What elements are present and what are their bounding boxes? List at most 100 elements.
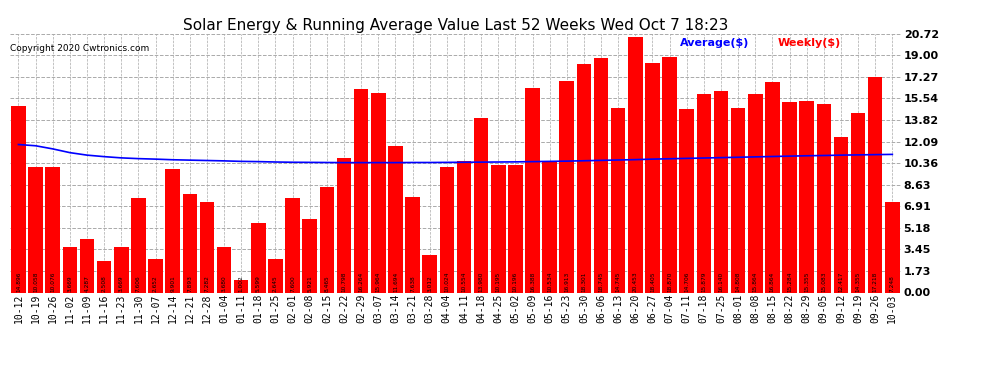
Bar bbox=[885, 202, 900, 292]
Text: 3.012: 3.012 bbox=[428, 275, 433, 292]
Bar bbox=[662, 57, 677, 292]
Text: 14.706: 14.706 bbox=[684, 272, 689, 292]
Text: 14.808: 14.808 bbox=[736, 272, 741, 292]
Text: 7.638: 7.638 bbox=[410, 275, 415, 292]
Bar bbox=[628, 37, 643, 292]
Text: Weekly($): Weekly($) bbox=[778, 38, 841, 48]
Bar bbox=[474, 118, 488, 292]
Bar bbox=[543, 161, 557, 292]
Text: 7.282: 7.282 bbox=[205, 275, 210, 292]
Text: 13.980: 13.980 bbox=[478, 272, 483, 292]
Bar bbox=[268, 260, 283, 292]
Bar bbox=[46, 166, 60, 292]
Bar bbox=[371, 93, 385, 292]
Bar bbox=[748, 94, 762, 292]
Bar bbox=[594, 58, 608, 292]
Text: 12.417: 12.417 bbox=[839, 272, 843, 292]
Text: Copyright 2020 Cwtronics.com: Copyright 2020 Cwtronics.com bbox=[10, 44, 149, 53]
Bar bbox=[148, 260, 162, 292]
Text: 20.453: 20.453 bbox=[633, 271, 638, 292]
Text: 5.921: 5.921 bbox=[307, 275, 312, 292]
Bar bbox=[850, 113, 865, 292]
Text: 10.798: 10.798 bbox=[342, 272, 346, 292]
Text: 16.913: 16.913 bbox=[564, 272, 569, 292]
Text: 14.745: 14.745 bbox=[616, 272, 621, 292]
Text: 2.508: 2.508 bbox=[102, 275, 107, 292]
Text: 9.901: 9.901 bbox=[170, 275, 175, 292]
Bar bbox=[765, 82, 780, 292]
Text: 15.284: 15.284 bbox=[787, 272, 792, 292]
Text: 14.355: 14.355 bbox=[855, 272, 860, 292]
Text: 16.388: 16.388 bbox=[530, 272, 535, 292]
Bar bbox=[182, 194, 197, 292]
Bar bbox=[697, 94, 711, 292]
Bar bbox=[353, 89, 368, 292]
Text: 10.554: 10.554 bbox=[461, 272, 466, 292]
Text: 18.745: 18.745 bbox=[599, 272, 604, 292]
Bar bbox=[97, 261, 112, 292]
Bar bbox=[834, 137, 848, 292]
Text: 7.248: 7.248 bbox=[890, 275, 895, 292]
Text: 10.195: 10.195 bbox=[496, 272, 501, 292]
Bar bbox=[285, 198, 300, 292]
Text: 16.140: 16.140 bbox=[719, 272, 724, 292]
Bar bbox=[11, 106, 26, 292]
Text: 7.600: 7.600 bbox=[290, 275, 295, 292]
Text: Average($): Average($) bbox=[680, 38, 749, 48]
Bar bbox=[337, 158, 351, 292]
Bar bbox=[611, 108, 626, 292]
Text: 8.465: 8.465 bbox=[325, 275, 330, 292]
Bar bbox=[868, 78, 882, 292]
Bar bbox=[388, 147, 403, 292]
Text: 18.405: 18.405 bbox=[650, 272, 655, 292]
Bar bbox=[131, 198, 146, 292]
Bar bbox=[799, 101, 814, 292]
Text: 7.893: 7.893 bbox=[187, 275, 192, 292]
Bar bbox=[576, 64, 591, 292]
Text: 1.002: 1.002 bbox=[239, 275, 244, 292]
Text: 10.058: 10.058 bbox=[33, 272, 38, 292]
Bar bbox=[782, 102, 797, 292]
Text: 5.599: 5.599 bbox=[255, 275, 260, 292]
Text: 10.024: 10.024 bbox=[445, 272, 449, 292]
Bar bbox=[679, 109, 694, 292]
Text: 3.669: 3.669 bbox=[119, 275, 124, 292]
Text: 15.864: 15.864 bbox=[752, 272, 757, 292]
Text: 3.669: 3.669 bbox=[67, 275, 72, 292]
Bar bbox=[62, 247, 77, 292]
Bar bbox=[200, 202, 214, 292]
Text: 10.196: 10.196 bbox=[513, 272, 518, 292]
Text: 16.864: 16.864 bbox=[770, 272, 775, 292]
Bar bbox=[165, 169, 180, 292]
Title: Solar Energy & Running Average Value Last 52 Weeks Wed Oct 7 18:23: Solar Energy & Running Average Value Las… bbox=[183, 18, 728, 33]
Bar bbox=[491, 165, 506, 292]
Text: 4.287: 4.287 bbox=[84, 275, 89, 292]
Text: 18.301: 18.301 bbox=[581, 272, 586, 292]
Bar bbox=[405, 197, 420, 292]
Text: 17.218: 17.218 bbox=[873, 272, 878, 292]
Text: 2.652: 2.652 bbox=[153, 275, 158, 292]
Bar bbox=[508, 165, 523, 292]
Bar bbox=[80, 239, 94, 292]
Text: 15.083: 15.083 bbox=[822, 272, 827, 292]
Text: 10.534: 10.534 bbox=[547, 272, 552, 292]
Text: 15.879: 15.879 bbox=[701, 272, 706, 292]
Bar bbox=[423, 255, 437, 292]
Text: 3.680: 3.680 bbox=[222, 275, 227, 292]
Bar bbox=[645, 63, 659, 292]
Bar bbox=[440, 167, 454, 292]
Bar bbox=[714, 91, 729, 292]
Text: 11.694: 11.694 bbox=[393, 272, 398, 292]
Bar bbox=[217, 246, 232, 292]
Text: 2.645: 2.645 bbox=[273, 275, 278, 292]
Bar bbox=[817, 104, 831, 292]
Text: 15.964: 15.964 bbox=[376, 272, 381, 292]
Bar bbox=[114, 247, 129, 292]
Text: 14.896: 14.896 bbox=[16, 272, 21, 292]
Text: 10.076: 10.076 bbox=[50, 272, 55, 292]
Bar bbox=[29, 167, 43, 292]
Text: 15.355: 15.355 bbox=[804, 272, 809, 292]
Bar bbox=[234, 280, 248, 292]
Bar bbox=[731, 108, 745, 292]
Text: 16.264: 16.264 bbox=[358, 272, 363, 292]
